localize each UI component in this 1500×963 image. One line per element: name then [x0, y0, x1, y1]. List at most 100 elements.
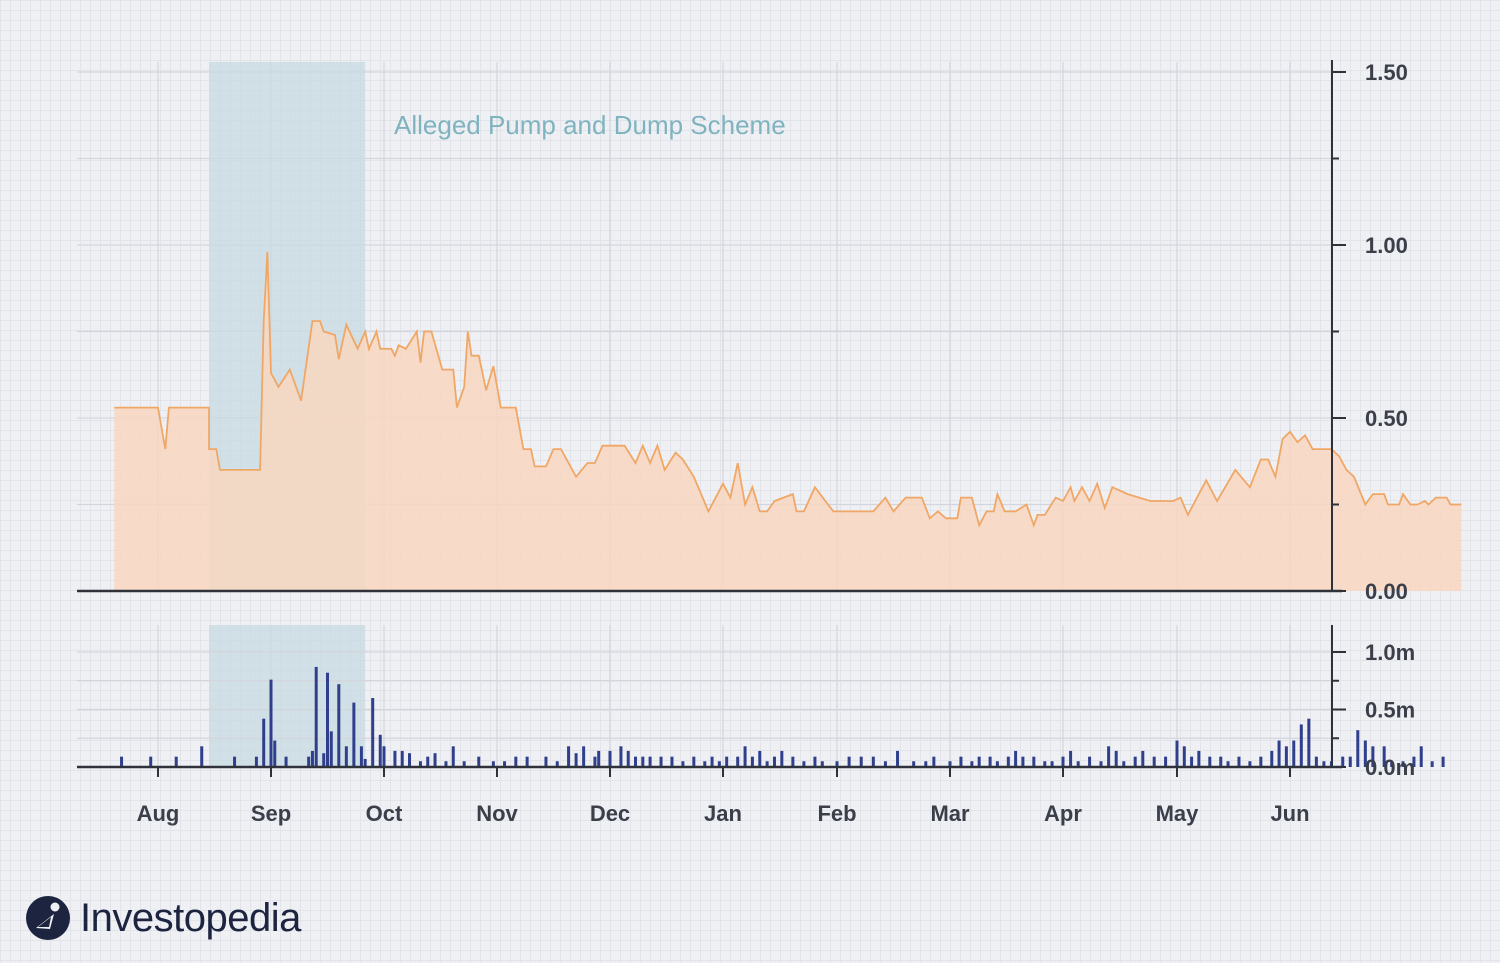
month-label: Feb — [817, 801, 856, 826]
volume-bar — [1032, 756, 1036, 767]
volume-bar — [1114, 750, 1118, 767]
volume-bar — [378, 734, 382, 767]
volume-bar — [322, 753, 326, 767]
volume-bar — [736, 756, 740, 767]
volume-bar — [859, 756, 863, 767]
volume-bar — [1014, 750, 1018, 767]
volume-bar — [912, 761, 916, 767]
volume-bar — [477, 756, 481, 767]
volume-bar — [717, 761, 721, 767]
volume-bar — [1284, 746, 1288, 767]
volume-bar — [359, 746, 363, 767]
volume-bar — [593, 756, 597, 767]
volume-bar — [1371, 746, 1375, 767]
volume-bar — [567, 746, 571, 767]
volume-bar — [710, 756, 714, 767]
month-label: Mar — [930, 801, 970, 826]
volume-bar — [1363, 740, 1367, 767]
month-label: Apr — [1044, 801, 1082, 826]
volume-bar — [1419, 746, 1423, 767]
volume-bar — [1292, 740, 1296, 767]
volume-tick-label: 0.5m — [1365, 698, 1415, 723]
volume-bar — [1277, 740, 1281, 767]
volume-bar — [503, 761, 507, 767]
month-label: Oct — [366, 801, 403, 826]
volume-bar — [1259, 756, 1263, 767]
volume-bar — [648, 756, 652, 767]
volume-bar — [284, 756, 288, 767]
volume-bar — [1348, 756, 1352, 767]
price-axis-labels: 1.50 1.00 0.50 0.00 — [1365, 60, 1408, 604]
price-tick-label: 1.00 — [1365, 233, 1408, 258]
volume-bar — [896, 750, 900, 767]
volume-bar — [1248, 761, 1252, 767]
volume-bar — [924, 761, 928, 767]
volume-bar — [1382, 746, 1386, 767]
price-tick-label: 1.50 — [1365, 60, 1408, 85]
volume-bar — [1208, 756, 1212, 767]
volume-bar — [847, 756, 851, 767]
volume-bar — [262, 718, 266, 767]
volume-bar — [269, 679, 273, 767]
volume-bar — [1390, 761, 1394, 767]
price-area — [114, 251, 1462, 591]
volume-bar — [426, 756, 430, 767]
volume-bar — [670, 756, 674, 767]
volume-bar — [514, 756, 518, 767]
volume-bar — [1076, 761, 1080, 767]
volume-bar — [314, 666, 318, 767]
brand-name: Investopedia — [80, 895, 301, 940]
volume-bar — [1401, 761, 1405, 767]
month-label: Dec — [590, 801, 630, 826]
volume-bar — [758, 750, 762, 767]
volume-bar — [1050, 761, 1054, 767]
investopedia-logo: Investopedia — [24, 892, 301, 944]
volume-bar — [802, 761, 806, 767]
volume-bar — [765, 761, 769, 767]
volume-bar — [1133, 756, 1137, 767]
volume-bar — [1197, 750, 1201, 767]
volume-bar — [813, 756, 817, 767]
volume-bar — [932, 756, 936, 767]
volume-bar — [988, 756, 992, 767]
volume-bar — [641, 756, 645, 767]
volume-bar — [1182, 746, 1186, 767]
volume-bar — [772, 756, 776, 767]
volume-bar — [1356, 730, 1360, 767]
price-tick-label: 0.00 — [1365, 579, 1408, 604]
chart-axes — [77, 60, 1346, 777]
volume-bar — [1099, 761, 1103, 767]
volume-bar — [1299, 724, 1303, 767]
volume-bar — [1412, 756, 1416, 767]
volume-bar — [871, 756, 875, 767]
volume-bar — [626, 750, 630, 767]
volume-bar — [326, 672, 329, 767]
month-label: Sep — [251, 801, 291, 826]
volume-bar — [1430, 761, 1434, 767]
volume-bar — [307, 756, 311, 767]
volume-bar — [408, 753, 412, 767]
volume-bar — [970, 761, 974, 767]
volume-bar — [418, 761, 422, 767]
volume-bar — [780, 750, 784, 767]
volume-bar — [1006, 756, 1010, 767]
volume-bar — [743, 746, 747, 767]
volume-bar — [725, 756, 729, 767]
month-label: May — [1156, 801, 1200, 826]
volume-bar — [544, 756, 548, 767]
volume-bar — [149, 756, 153, 767]
volume-bar — [352, 702, 356, 767]
volume-bar — [433, 753, 437, 767]
volume-bar — [681, 761, 685, 767]
volume-bar — [574, 753, 578, 767]
volume-bar — [393, 750, 397, 767]
volume-bar — [371, 698, 375, 767]
volume-bar — [310, 750, 314, 767]
volume-bar — [1122, 761, 1126, 767]
volume-bar — [337, 684, 341, 767]
volume-bar — [619, 746, 623, 767]
month-axis-labels: Aug Sep Oct Nov Dec Jan Feb Mar Apr May Jun — [137, 801, 1310, 826]
volume-bar — [1164, 756, 1168, 767]
volume-tick-label: 0.0m — [1365, 755, 1415, 780]
